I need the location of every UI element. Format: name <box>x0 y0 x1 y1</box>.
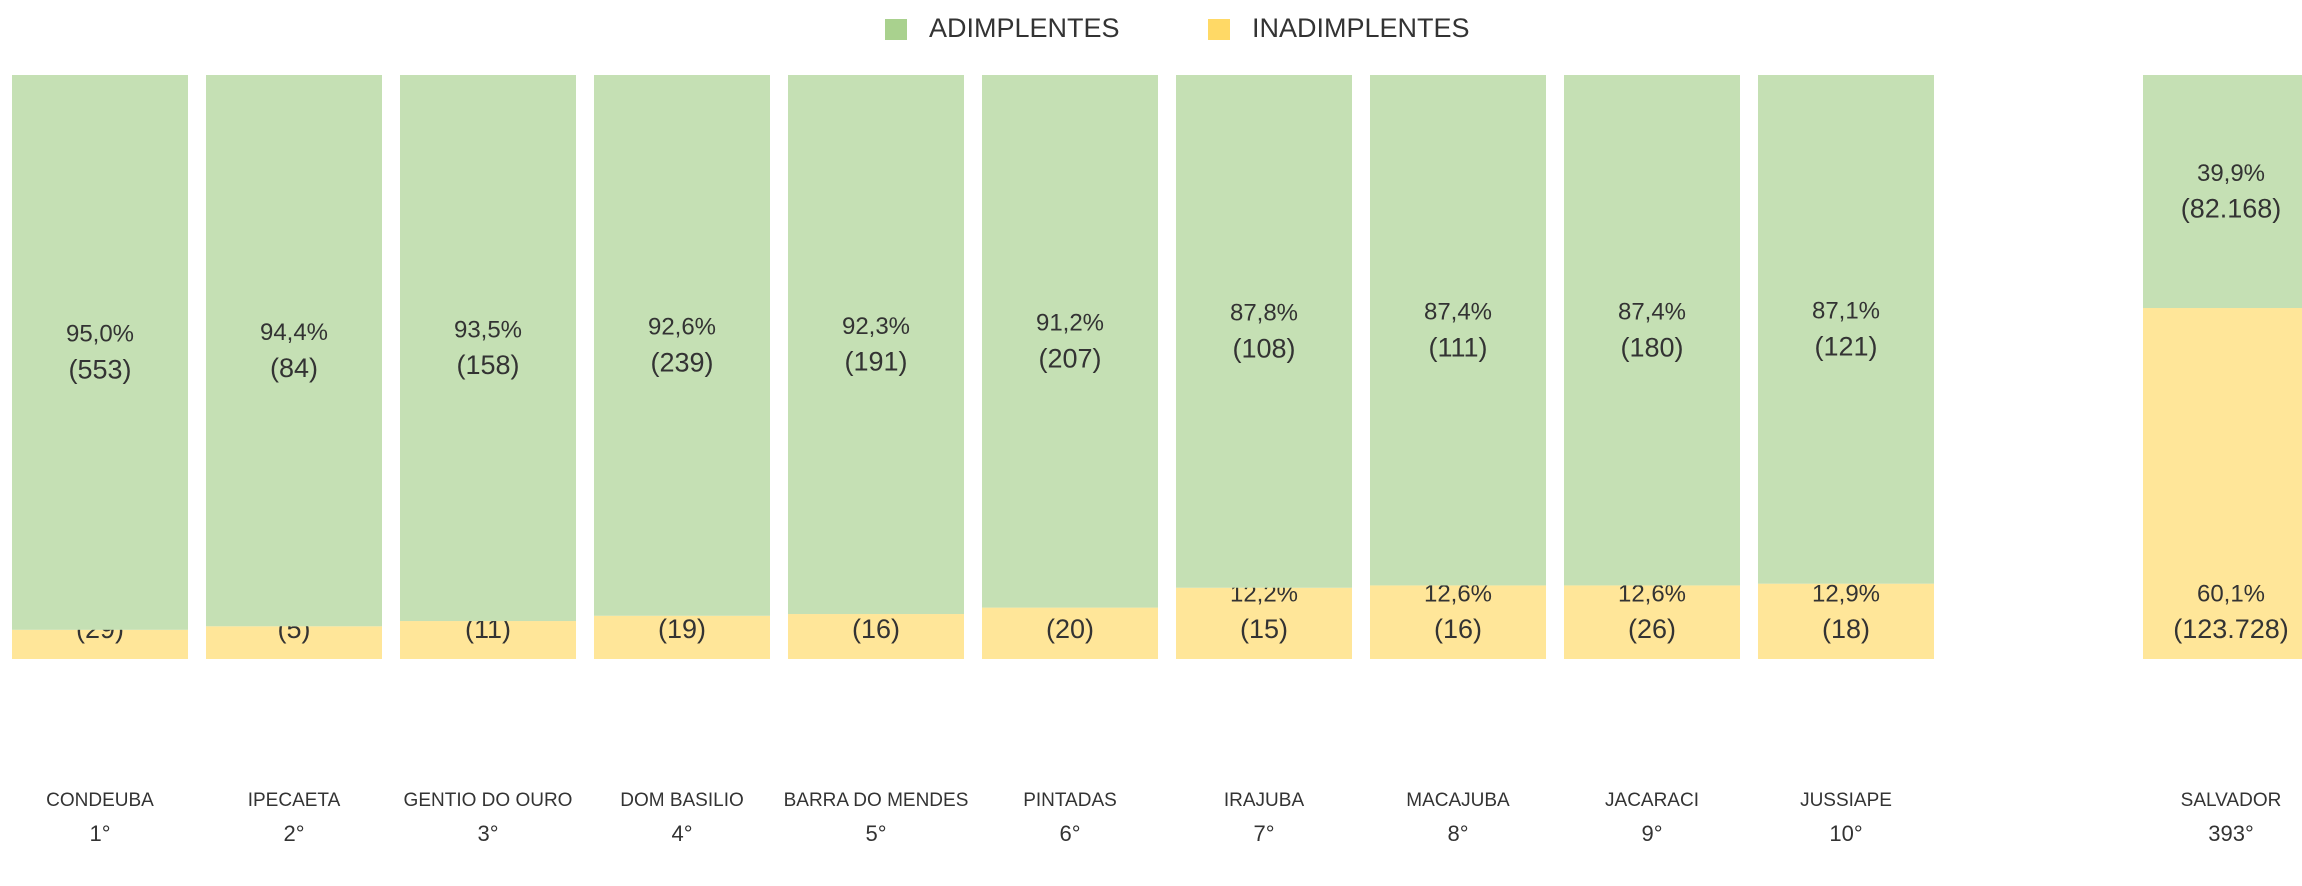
category-rank: 393° <box>2208 821 2254 846</box>
value-label: 87,8% <box>1230 300 1298 327</box>
category-name: IPECAETA <box>247 790 341 811</box>
value-label: 39,9% <box>2197 160 2265 187</box>
x-tick-label: JACARACI 9° <box>1558 786 1746 852</box>
legend-label: ADIMPLENTES <box>929 13 1120 43</box>
category-rank: 7° <box>1253 821 1275 846</box>
count-label: (19) <box>658 614 706 644</box>
bar-segment <box>1758 583 1934 659</box>
value-label: 87,1% <box>1812 298 1880 325</box>
value-label: 87,4% <box>1618 299 1686 326</box>
bar-segment <box>788 75 964 615</box>
value-label: 95,0% <box>66 321 134 348</box>
count-label: (108) <box>1232 334 1295 364</box>
category-name: MACAJUBA <box>1406 790 1510 811</box>
category-name: PINTADAS <box>1023 790 1117 811</box>
category-name: JUSSIAPE <box>1800 790 1892 811</box>
category-name: DOM BASILIO <box>620 790 744 811</box>
category-rank: 9° <box>1641 821 1663 846</box>
bar-segment <box>1564 75 1740 586</box>
category-rank: 8° <box>1447 821 1469 846</box>
count-label: (553) <box>68 355 131 385</box>
bar-segment <box>1370 75 1546 586</box>
category-name: IRAJUBA <box>1223 790 1305 811</box>
bar-segment <box>206 75 382 627</box>
bar-segment <box>1564 585 1740 659</box>
count-label: (180) <box>1620 332 1683 362</box>
count-label: (121) <box>1814 331 1877 361</box>
category-rank: 2° <box>283 821 305 846</box>
category-name: SALVADOR <box>2180 790 2282 811</box>
count-label: (15) <box>1240 614 1288 644</box>
count-label: (158) <box>456 350 519 380</box>
count-label: (123.728) <box>2173 614 2289 644</box>
category-name: BARRA DO MENDES <box>783 790 969 811</box>
count-label: (111) <box>1428 332 1487 362</box>
x-tick-label: PINTADAS 6° <box>976 786 1164 852</box>
count-label: (26) <box>1628 614 1676 644</box>
x-tick-label: IRAJUBA 7° <box>1170 786 1358 852</box>
bar-segment <box>1758 75 1934 584</box>
count-label: (20) <box>1046 614 1094 644</box>
count-label: (207) <box>1038 343 1101 373</box>
bar-segment <box>12 75 188 630</box>
bar-segment <box>1176 587 1352 659</box>
bar-segment <box>400 75 576 622</box>
category-rank: 5° <box>865 821 887 846</box>
value-label: 12,9% <box>1812 580 1880 607</box>
count-label: (239) <box>650 348 713 378</box>
bar-segment <box>400 621 576 659</box>
category-name: GENTIO DO OURO <box>403 790 573 811</box>
bar-segment <box>12 629 188 659</box>
x-tick-label: JUSSIAPE 10° <box>1752 786 1940 852</box>
legend-swatch <box>1208 19 1230 40</box>
category-rank: 10° <box>1829 821 1863 846</box>
bar-segment <box>594 75 770 616</box>
value-label: 87,4% <box>1424 299 1492 326</box>
value-label: 92,6% <box>648 314 716 341</box>
x-tick-label: CONDEUBA 1° <box>6 786 194 852</box>
value-label: 93,5% <box>454 316 522 343</box>
count-label: (84) <box>270 353 318 383</box>
count-label: (18) <box>1822 614 1870 644</box>
category-rank: 4° <box>671 821 693 846</box>
bar-segment <box>982 607 1158 659</box>
x-tick-label: SALVADOR 393° <box>2137 786 2302 852</box>
value-label: 91,2% <box>1036 310 1104 337</box>
count-label: (16) <box>852 614 900 644</box>
x-tick-label: BARRA DO MENDES 5° <box>782 786 970 852</box>
category-rank: 3° <box>477 821 499 846</box>
bar-segment <box>1176 75 1352 588</box>
legend-label: INADIMPLENTES <box>1252 13 1470 43</box>
bar-segment <box>788 614 964 659</box>
value-label: 94,4% <box>260 319 328 346</box>
category-rank: 6° <box>1059 821 1081 846</box>
x-tick-label: GENTIO DO OURO 3° <box>394 786 582 852</box>
value-label: 60,1% <box>2197 580 2265 607</box>
x-tick-label: DOM BASILIO 4° <box>588 786 776 852</box>
category-name: CONDEUBA <box>46 790 154 811</box>
bar-segment <box>1370 585 1546 659</box>
category-name: JACARACI <box>1605 790 1699 811</box>
category-rank: 1° <box>89 821 111 846</box>
value-label: 92,3% <box>842 313 910 340</box>
bar-segment <box>2143 75 2302 309</box>
bar-segment <box>2143 308 2302 659</box>
count-label: (16) <box>1434 614 1482 644</box>
count-label: (82.168) <box>2181 194 2282 224</box>
legend-swatch <box>885 19 907 40</box>
bar-segment <box>206 626 382 659</box>
bar-segment <box>594 615 770 659</box>
x-tick-label: MACAJUBA 8° <box>1364 786 1552 852</box>
x-tick-label: IPECAETA 2° <box>200 786 388 852</box>
count-label: (191) <box>844 347 907 377</box>
bar-segment <box>982 75 1158 608</box>
